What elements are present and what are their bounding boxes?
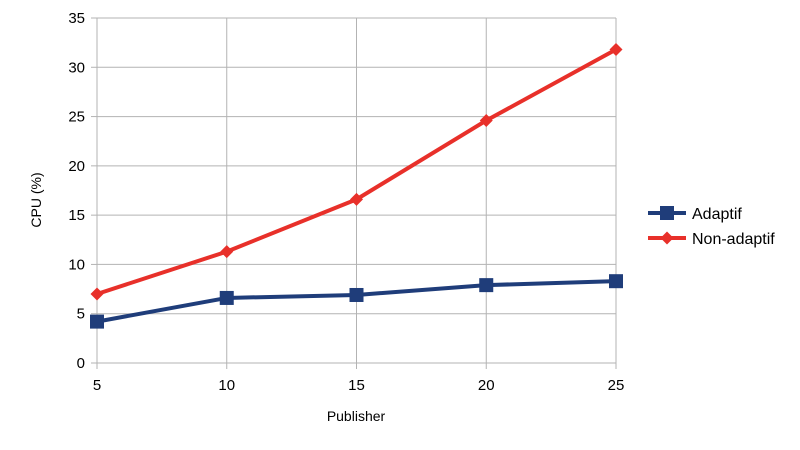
x-tick-label: 10 [218,377,235,394]
y-tick-label: 5 [77,306,85,323]
x-tick-label: 5 [93,377,101,394]
y-tick-label: 10 [68,256,85,273]
data-point [479,114,493,128]
legend-label: Adaptif [692,206,742,223]
legend-label: Non-adaptif [692,231,775,248]
y-tick-label: 35 [68,10,85,27]
y-tick-label: 20 [68,158,85,175]
y-tick-label: 15 [68,207,85,224]
y-tick-label: 25 [68,109,85,126]
legend-item: Non-adaptif [648,231,775,248]
y-axis-ticks: 0 5 10 15 20 25 30 35 [68,10,97,372]
x-axis-ticks: 5 10 15 20 25 [93,377,625,394]
series-group [90,43,623,329]
y-tick-label: 30 [68,59,85,76]
x-tick-label: 20 [478,377,495,394]
y-tick-label: 0 [77,355,85,372]
legend: Adaptif Non-adaptif [648,206,775,248]
data-point [349,287,364,302]
data-point [609,43,623,57]
series-adaptif [90,274,623,329]
data-point [350,192,363,206]
y-axis-title: CPU (%) [28,172,44,227]
data-point [220,245,234,259]
x-tick-label: 15 [348,377,365,394]
legend-marker [660,206,674,220]
data-point [479,278,494,293]
data-point [90,287,104,301]
series-non-adaptif [90,43,623,301]
data-point [609,274,623,289]
legend-marker [660,231,674,245]
x-axis-title: Publisher [327,408,386,424]
legend-item: Adaptif [648,206,742,223]
x-tick-label: 25 [608,377,625,394]
data-point [219,290,234,305]
axes [96,18,616,364]
data-point [90,314,104,329]
